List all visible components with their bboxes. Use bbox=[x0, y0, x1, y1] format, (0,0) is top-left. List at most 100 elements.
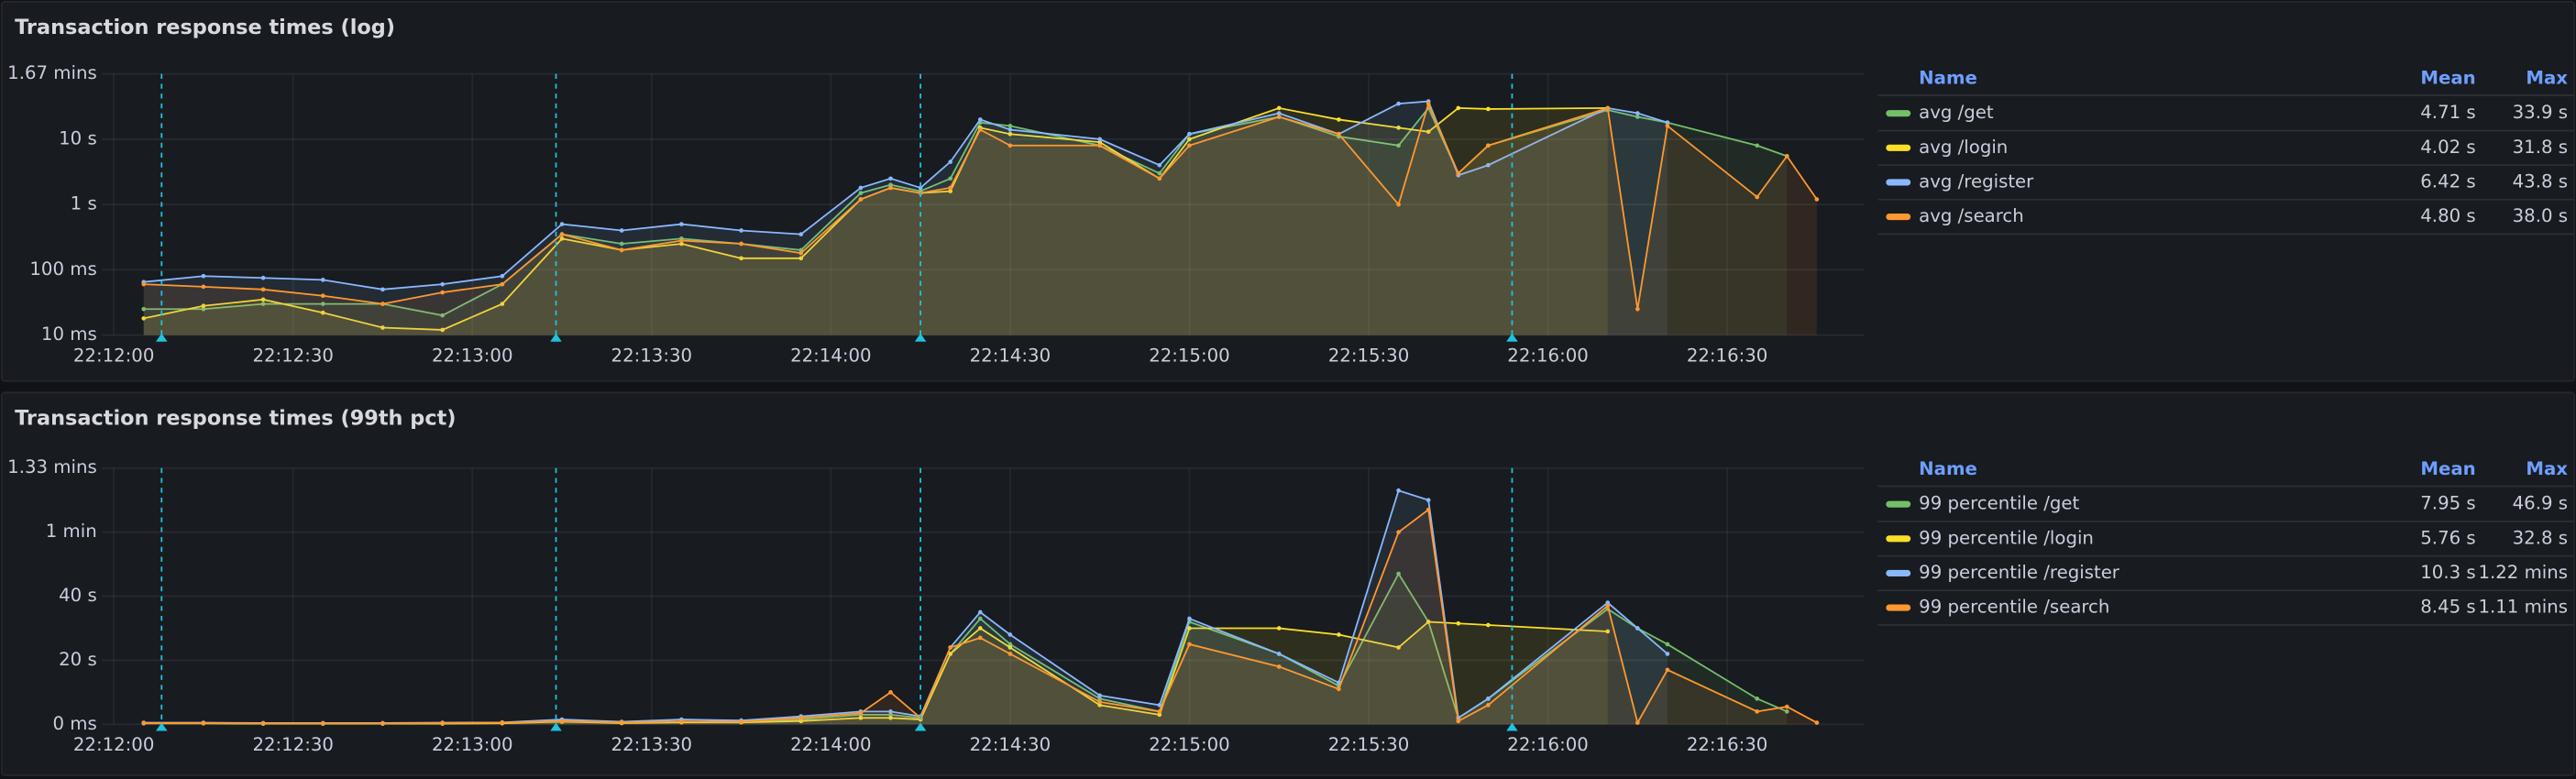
data-point bbox=[1665, 642, 1670, 647]
data-point bbox=[500, 302, 505, 306]
data-point bbox=[320, 720, 325, 726]
data-point bbox=[500, 273, 505, 279]
data-point bbox=[1157, 709, 1162, 714]
legend-header: Max bbox=[2526, 458, 2568, 479]
x-tick-label: 22:15:00 bbox=[1149, 345, 1229, 366]
data-point bbox=[1157, 176, 1162, 181]
data-point bbox=[1187, 626, 1192, 631]
data-point bbox=[739, 719, 743, 724]
data-point bbox=[1784, 709, 1789, 714]
data-point bbox=[1337, 632, 1341, 637]
data-point bbox=[1456, 170, 1461, 176]
legend-max: 1.11 mins bbox=[2478, 597, 2568, 618]
data-point bbox=[1426, 620, 1431, 624]
data-point bbox=[1396, 571, 1401, 576]
data-point bbox=[1635, 720, 1640, 725]
data-point bbox=[948, 652, 953, 656]
panel bbox=[0, 391, 2576, 776]
data-point bbox=[1276, 105, 1282, 111]
data-point bbox=[440, 313, 445, 318]
area-fill bbox=[143, 101, 1668, 335]
legend-mean: 4.71 s bbox=[2420, 102, 2475, 123]
x-tick-label: 22:13:00 bbox=[432, 734, 512, 755]
annotation-marker bbox=[550, 722, 562, 731]
legend-mean: 7.95 s bbox=[2420, 493, 2475, 514]
data-point bbox=[141, 281, 147, 287]
data-point bbox=[1396, 126, 1401, 130]
data-point bbox=[1187, 642, 1192, 647]
data-point bbox=[1007, 127, 1013, 132]
data-point bbox=[500, 281, 505, 287]
data-point bbox=[141, 720, 147, 726]
legend-max: 32.8 s bbox=[2513, 527, 2568, 548]
data-point bbox=[201, 303, 206, 309]
data-point bbox=[1665, 120, 1670, 126]
data-point bbox=[1784, 154, 1789, 159]
data-point bbox=[1426, 101, 1431, 106]
data-point bbox=[1157, 712, 1162, 718]
data-point bbox=[948, 189, 953, 193]
data-point bbox=[1635, 626, 1640, 631]
data-point bbox=[739, 241, 743, 247]
legend-max: 33.9 s bbox=[2513, 102, 2568, 123]
x-tick-label: 22:16:00 bbox=[1507, 734, 1588, 755]
data-point bbox=[260, 275, 266, 280]
legend-max: 31.8 s bbox=[2513, 137, 2568, 158]
data-point bbox=[1157, 162, 1162, 168]
data-point bbox=[1276, 652, 1282, 656]
data-point bbox=[559, 222, 565, 226]
annotation-marker bbox=[914, 722, 927, 731]
y-tick-label: 1.33 mins bbox=[7, 456, 97, 477]
data-point bbox=[1097, 697, 1103, 701]
data-point bbox=[1007, 645, 1013, 650]
data-point bbox=[858, 185, 864, 191]
x-tick-label: 22:14:00 bbox=[790, 734, 872, 755]
data-point bbox=[798, 715, 804, 720]
x-tick-label: 22:12:00 bbox=[73, 345, 155, 366]
legend-max: 46.9 s bbox=[2513, 493, 2568, 514]
data-point bbox=[1755, 194, 1760, 200]
data-point bbox=[1755, 143, 1760, 148]
x-tick-label: 22:12:00 bbox=[73, 734, 155, 755]
data-point bbox=[1396, 530, 1401, 534]
data-point bbox=[260, 302, 266, 306]
legend-max: 38.0 s bbox=[2513, 205, 2568, 226]
data-point bbox=[1157, 703, 1162, 708]
data-point bbox=[320, 293, 325, 299]
data-point bbox=[948, 159, 953, 164]
data-point bbox=[380, 720, 385, 726]
data-point bbox=[918, 185, 923, 191]
data-point bbox=[1605, 105, 1611, 111]
data-point bbox=[559, 236, 565, 241]
data-point bbox=[1007, 642, 1013, 647]
legend-mean: 10.3 s bbox=[2420, 562, 2475, 583]
data-point bbox=[1337, 117, 1341, 122]
data-point bbox=[1396, 645, 1401, 650]
data-point bbox=[1007, 131, 1013, 137]
data-point bbox=[1396, 143, 1401, 148]
data-point bbox=[380, 302, 385, 306]
data-point bbox=[858, 715, 864, 720]
legend-header: Mean bbox=[2420, 458, 2475, 479]
data-point bbox=[1605, 600, 1611, 605]
annotation-marker bbox=[1506, 333, 1518, 342]
legend-mean: 8.45 s bbox=[2420, 597, 2475, 618]
data-point bbox=[440, 720, 445, 726]
data-point bbox=[1486, 106, 1491, 112]
legend-header: Name bbox=[1919, 458, 1977, 479]
data-point bbox=[679, 241, 684, 247]
data-point bbox=[1396, 488, 1401, 493]
data-point bbox=[1007, 652, 1013, 656]
data-point bbox=[1337, 680, 1341, 686]
data-point bbox=[977, 117, 983, 122]
data-point bbox=[1755, 697, 1760, 701]
x-tick-label: 22:13:30 bbox=[611, 345, 693, 366]
data-point bbox=[1426, 129, 1431, 135]
annotation-marker bbox=[550, 333, 562, 342]
data-point bbox=[260, 287, 266, 292]
data-point bbox=[948, 645, 953, 650]
data-point bbox=[1187, 137, 1192, 142]
data-point bbox=[1635, 111, 1640, 115]
